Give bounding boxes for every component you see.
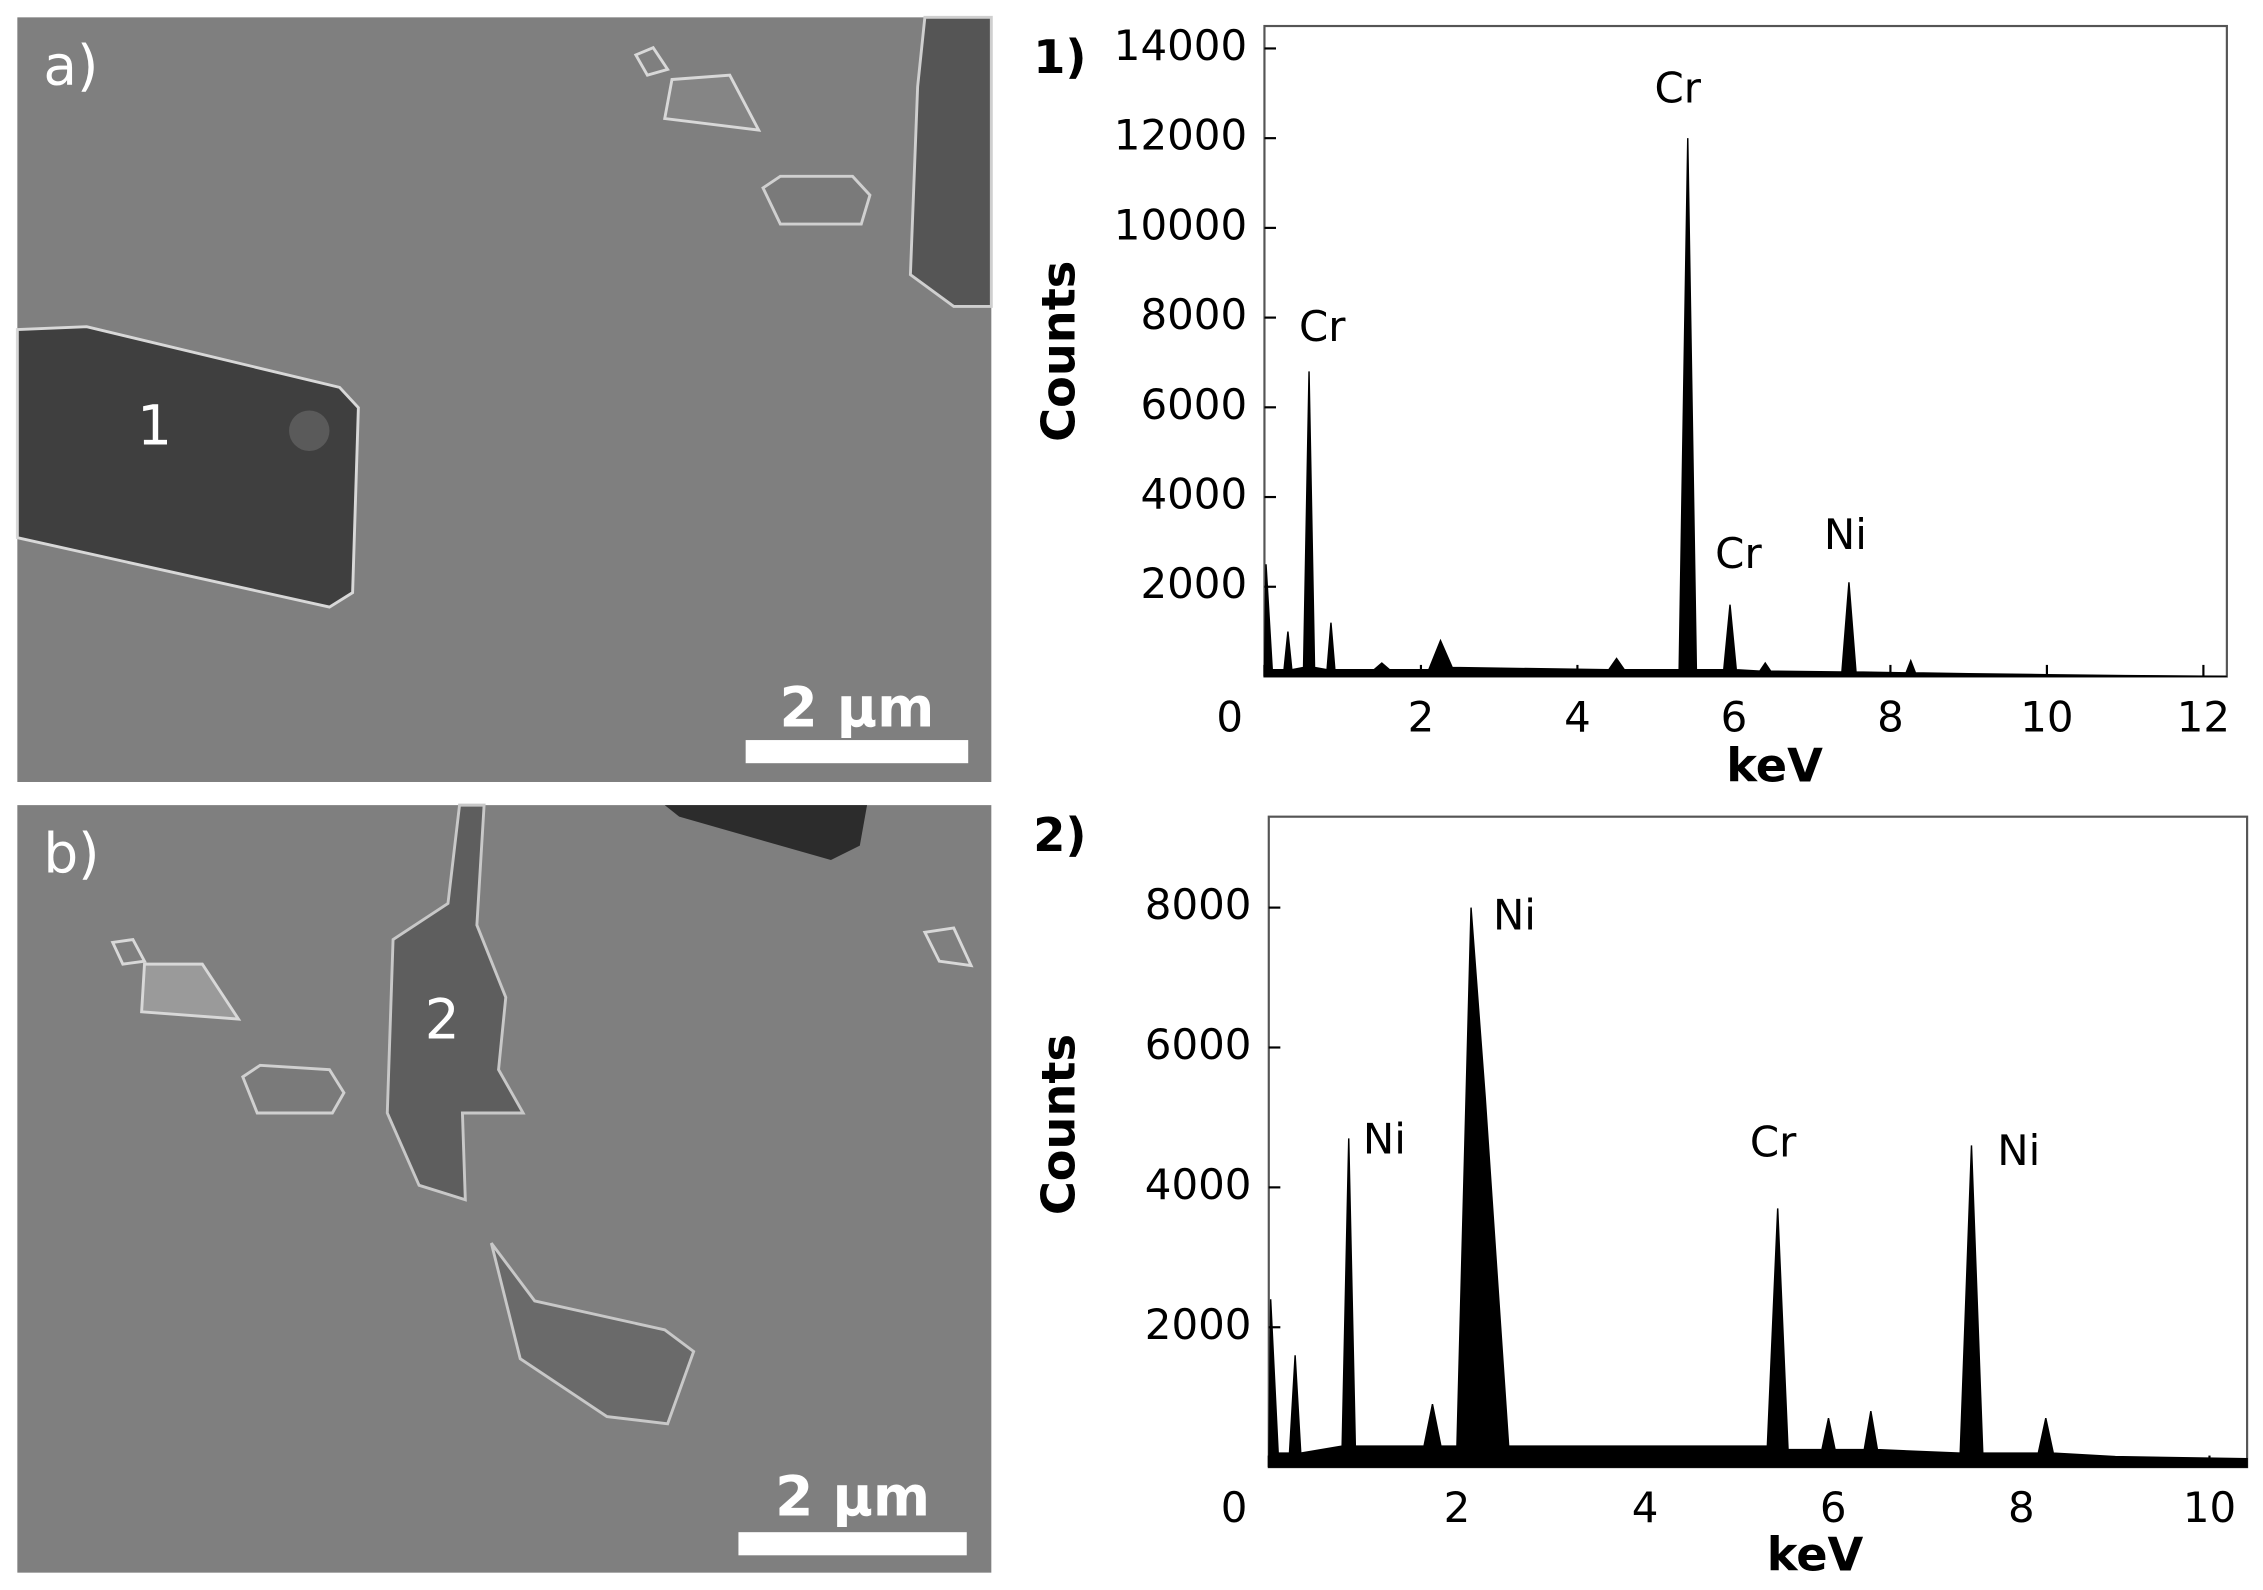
peak-label: Ni <box>1824 510 1867 559</box>
x-tick-label: 4 <box>1564 692 1591 741</box>
region-label: 2 <box>425 988 460 1052</box>
peak-label: Cr <box>1654 64 1701 113</box>
y-tick-label: 2000 <box>1145 1300 1252 1349</box>
y-axis-label: Counts <box>1032 261 1086 442</box>
y-tick-label: 8000 <box>1140 290 1247 339</box>
peak-label: Cr <box>1715 529 1762 578</box>
sem-image-b: b) 2 2 µm <box>17 803 992 1573</box>
peak-label: Ni <box>1493 890 1536 939</box>
x-tick-label: 10 <box>2183 1483 2236 1532</box>
y-tick-label: 10000 <box>1114 200 1247 249</box>
plot-frame <box>1263 24 2228 678</box>
sem-image-a: a) 1 2 µm <box>15 15 993 782</box>
x-tick-label: 0 <box>1216 692 1243 741</box>
x-tick-label: 2 <box>1408 692 1435 741</box>
grain <box>761 174 872 226</box>
sem-background <box>17 805 992 1573</box>
x-tick-label: 6 <box>1721 692 1748 741</box>
scale-text: 2 µm <box>779 675 934 739</box>
x-axis-label: keV <box>1726 738 1823 792</box>
panel-label: a) <box>43 34 98 98</box>
scale-bar <box>738 1532 967 1556</box>
peak-label: Cr <box>1750 1117 1797 1166</box>
x-tick-label: 8 <box>1877 692 1904 741</box>
spectrum <box>1268 907 2248 1468</box>
x-tick-label: 0 <box>1221 1483 1248 1532</box>
y-tick-label: 6000 <box>1145 1020 1252 1069</box>
y-tick-label: 14000 <box>1114 21 1247 70</box>
x-tick-label: 8 <box>2008 1483 2035 1532</box>
grain <box>110 937 147 966</box>
x-tick-label: 12 <box>2177 692 2230 741</box>
region-label: 1 <box>137 393 172 457</box>
y-tick-label: 4000 <box>1145 1160 1252 1209</box>
y-tick-label: 12000 <box>1114 111 1247 160</box>
x-tick-label: 6 <box>1820 1483 1847 1532</box>
precipitate <box>15 325 360 609</box>
grain <box>663 73 762 132</box>
peak-label: Cr <box>1299 302 1346 351</box>
y-axis-label: Counts <box>1032 1034 1086 1215</box>
panel-label: 1) <box>1033 30 1086 84</box>
scale-text: 2 µm <box>775 1465 930 1529</box>
grain <box>240 1063 346 1115</box>
x-axis-label: keV <box>1767 1528 1864 1582</box>
x-tick-label: 4 <box>1632 1483 1659 1532</box>
peak-label: Ni <box>1363 1114 1406 1163</box>
y-tick-label: 8000 <box>1145 880 1252 929</box>
x-tick-label: 10 <box>2020 692 2073 741</box>
spectrum <box>1263 138 2227 678</box>
peak-label: Ni <box>1997 1126 2040 1175</box>
grain <box>922 926 974 968</box>
grain <box>633 45 670 77</box>
x-tick-label: 2 <box>1444 1483 1471 1532</box>
panel-label: 2) <box>1033 808 1086 862</box>
scale-bar <box>745 740 969 764</box>
precipitate <box>489 1242 696 1426</box>
y-tick-label: 4000 <box>1140 470 1247 519</box>
precipitate <box>385 803 526 1202</box>
precipitate <box>664 805 868 861</box>
particle <box>289 410 330 451</box>
precipitate <box>908 15 993 308</box>
panel-label: b) <box>43 821 99 885</box>
y-tick-label: 6000 <box>1140 380 1247 429</box>
y-tick-label: 2000 <box>1140 559 1247 608</box>
grain <box>140 962 242 1021</box>
